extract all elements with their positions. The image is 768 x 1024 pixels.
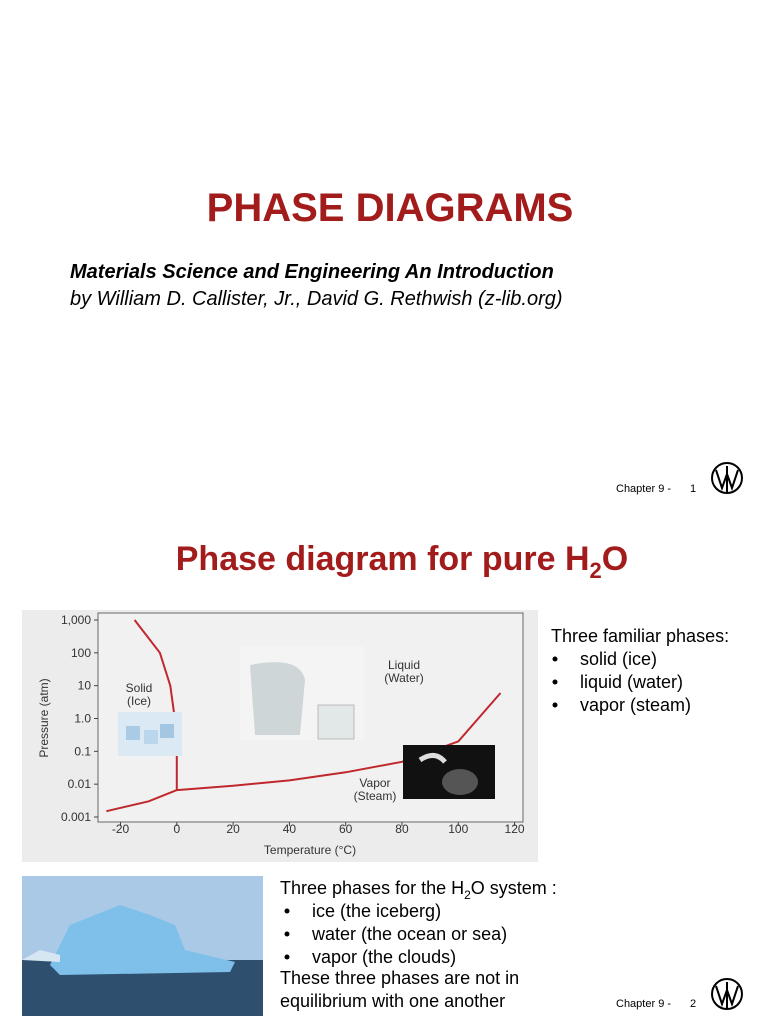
chart: 1,000 100 10 1.0 0.1 0.01 0.001 -20 0 20 40 60 80 100…: [37, 613, 525, 857]
y-axis-label: Pressure (atm): [37, 678, 51, 757]
y-tick-label: 0.1: [74, 744, 91, 758]
bullet-text: water (the ocean or sea): [311, 924, 507, 944]
x-tick-label: 20: [226, 822, 240, 836]
bullet-text: solid (ice): [580, 649, 657, 669]
y-tick-label: 0.001: [61, 810, 91, 824]
y-tick-label: 0.01: [68, 777, 92, 791]
x-tick-label: 60: [339, 822, 353, 836]
logo: [711, 978, 743, 1010]
x-tick-label: 120: [505, 822, 525, 836]
y-tick-label: 1,000: [61, 613, 91, 627]
title-text: O: [602, 540, 628, 578]
bullet-text: vapor (steam): [580, 695, 691, 715]
region-label: (Ice): [127, 694, 151, 708]
bullet-dot: [552, 702, 558, 708]
bullet-text: liquid (water): [580, 672, 683, 692]
region-label: (Water): [384, 671, 424, 685]
y-tick-label: 100: [71, 646, 91, 660]
slide-title: Phase diagram for pure H2O: [176, 540, 628, 583]
side-bullets: solid (ice) liquid (water) vapor (steam): [552, 649, 691, 715]
phase-boundary: [106, 789, 178, 813]
x-tick-label: 0: [173, 822, 180, 836]
region-label: Solid: [126, 681, 153, 695]
subtitle: Materials Science and Engineering An Int…: [70, 261, 554, 283]
lower-heading: Three phases for the H2O system :: [280, 878, 557, 902]
side-heading: Three familiar phases:: [551, 626, 729, 646]
bullet-dot: [552, 656, 558, 662]
pitcher-photo: [240, 646, 364, 740]
x-tick-label: 100: [448, 822, 468, 836]
bullet-text: ice (the iceberg): [312, 901, 441, 921]
heading-text: O system :: [471, 878, 557, 898]
x-tick-label: 40: [283, 822, 297, 836]
region-label: Vapor: [359, 776, 390, 790]
footer: Chapter 9 -: [616, 998, 671, 1010]
x-tick-label: 80: [395, 822, 409, 836]
logo: [711, 462, 743, 494]
lower-bullets: ice (the iceberg) water (the ocean or sea…: [284, 901, 507, 967]
heading-text: Three phases for the H: [280, 878, 464, 898]
phase-boundary: [133, 619, 178, 791]
bullet-dot: [284, 954, 290, 960]
subscript: 2: [464, 888, 471, 902]
bullet-dot: [284, 908, 290, 914]
phase-boundary: [176, 692, 502, 792]
kettle-photo: [403, 745, 495, 799]
bullet-dot: [552, 679, 558, 685]
region-label: (Steam): [354, 789, 397, 803]
page-number: 2: [690, 998, 696, 1010]
authors: by William D. Callister, Jr., David G. R…: [70, 288, 563, 310]
bullet-dot: [284, 931, 290, 937]
title-text: Phase diagram for pure H: [176, 540, 590, 578]
page-number: 1: [690, 483, 696, 495]
subscript: 2: [590, 558, 602, 583]
bullet-text: vapor (the clouds): [312, 947, 456, 967]
iceberg-photo: [22, 876, 263, 1016]
note: equilibrium with one another: [280, 991, 505, 1011]
y-tick-label: 10: [78, 679, 92, 693]
x-tick-label: -20: [112, 822, 130, 836]
x-axis-label: Temperature (°C): [264, 843, 356, 857]
region-label: Liquid: [388, 658, 420, 672]
ice-photo: [118, 712, 182, 756]
note: These three phases are not in: [280, 968, 519, 988]
y-tick-label: 1.0: [74, 712, 91, 726]
footer: Chapter 9 -: [616, 483, 671, 495]
slide-title: PHASE DIAGRAMS: [207, 186, 574, 230]
